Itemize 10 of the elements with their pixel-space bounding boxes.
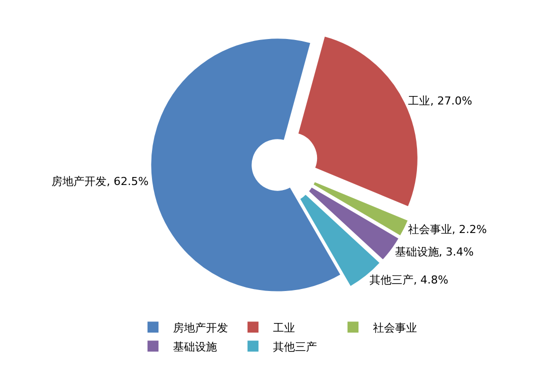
- data-label: 房地产开发, 62.5%: [52, 174, 149, 188]
- legend-label: 房地产开发: [173, 321, 228, 334]
- data-label: 基础设施, 3.4%: [394, 245, 474, 258]
- data-label: 社会事业, 2.2%: [408, 223, 487, 236]
- legend-label: 其他三产: [273, 340, 317, 354]
- legend-label: 社会事业: [373, 321, 417, 334]
- data-label: 其他三产, 4.8%: [369, 273, 448, 286]
- legend-label: 基础设施: [173, 340, 217, 354]
- data-label: 工业, 27.0%: [408, 94, 472, 108]
- legend-label: 工业: [273, 321, 295, 334]
